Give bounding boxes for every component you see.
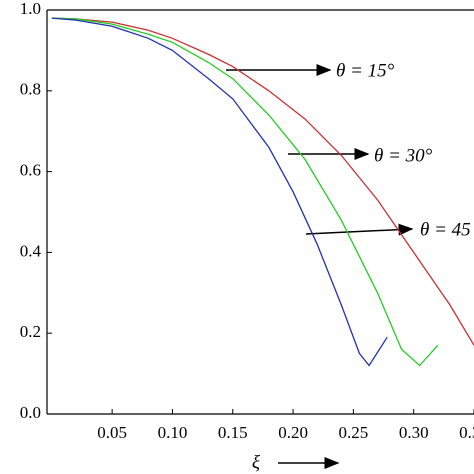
annotation: θ = 15° [336,60,395,81]
annotation: θ = 30° [374,145,433,166]
y-tick-label: 0.6 [20,161,41,180]
x-tick-label: 0.10 [158,423,188,442]
axes [46,9,474,415]
x-tick-label: 0.30 [399,423,429,442]
x-tick-label: 0.35 [459,423,474,442]
annotation: θ = 45 [420,219,471,240]
series-line [51,17,388,367]
y-tick-label: 0.0 [20,403,41,422]
series-line [51,17,474,346]
x-tick-label: 0.25 [339,423,369,442]
y-tick-label: 1.0 [20,0,41,18]
arrow [305,223,414,236]
x-tick-label: 0.15 [218,423,248,442]
x-tick-label: 0.05 [97,423,127,442]
y-tick-label: 0.2 [20,322,41,341]
x-axis-label: ξ [252,452,261,473]
x-tick-label: 0.20 [278,423,308,442]
y-tick-label: 0.8 [20,80,41,99]
y-tick-label: 0.4 [20,241,42,260]
series-line [51,17,439,367]
